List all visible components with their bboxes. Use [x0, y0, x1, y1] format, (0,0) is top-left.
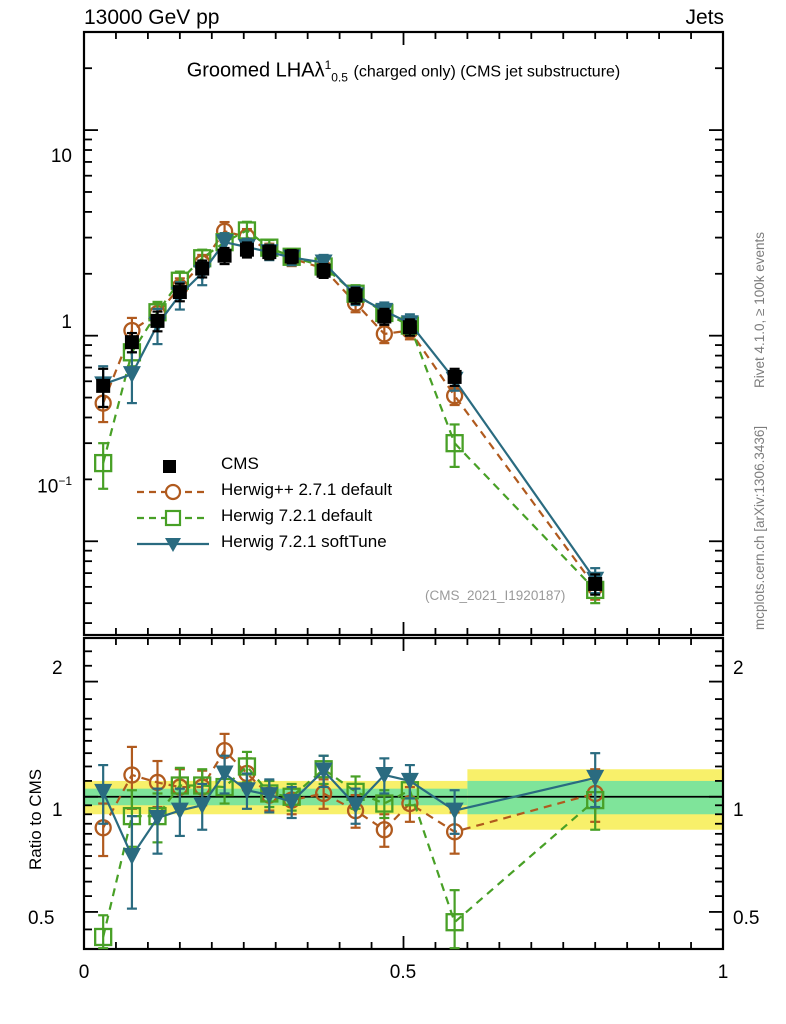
legend-key-herwig-softtune [135, 530, 213, 556]
analysis-category-label: Jets [685, 6, 724, 29]
page-title: Groomed LHAλ10.5 (charged only) (CMS jet… [84, 58, 723, 85]
xtick-label-0.5: 0.5 [389, 962, 417, 983]
ytick-label-1: 1 [61, 312, 72, 333]
data-marker [586, 769, 605, 787]
data-marker [215, 234, 234, 252]
data-marker [150, 313, 165, 328]
data-marker [262, 245, 277, 260]
legend-label-cms: CMS [221, 454, 259, 473]
data-marker [445, 434, 464, 453]
rtick-label-0.5-right: 0.5 [733, 908, 760, 929]
analysis-id-watermark: (CMS_2021_I1920187) [425, 588, 566, 603]
legend-key-herwig721 [135, 504, 213, 530]
data-marker [284, 249, 299, 264]
xtick-label-0: 0 [78, 962, 90, 983]
data-marker [348, 288, 363, 303]
data-marker [316, 263, 331, 278]
legend-label-herwig-softtune: Herwig 7.2.1 softTune [221, 532, 387, 551]
data-marker [400, 772, 419, 790]
data-marker [94, 453, 113, 473]
rtick-label-0.5-left: 0.5 [28, 908, 55, 929]
rtick-label-1-right: 1 [733, 800, 744, 821]
data-marker [124, 335, 139, 350]
legend-key-herwigpp [135, 478, 213, 504]
data-marker [588, 576, 603, 591]
data-marker [170, 802, 189, 820]
title-subscript: 0.5 [331, 70, 348, 85]
ytick-label-0.1: 10−1 [37, 474, 72, 498]
data-marker [94, 927, 113, 947]
data-marker [375, 766, 394, 784]
data-marker [375, 821, 393, 839]
data-marker [445, 913, 464, 932]
data-marker [122, 848, 141, 866]
title-qualifier: (charged only) (CMS jet substructure) [353, 63, 621, 81]
title-main: Groomed LHA [186, 59, 315, 82]
data-marker [148, 809, 167, 827]
data-marker [314, 762, 333, 780]
ytick-label-10: 10 [50, 146, 72, 167]
data-marker [402, 320, 417, 335]
title-symbol: λ [314, 59, 325, 82]
beam-energy-label: 13000 GeV pp [84, 6, 220, 29]
legend-label-herwig721: Herwig 7.2.1 default [221, 506, 373, 525]
data-marker [375, 794, 394, 813]
xtick-label-1: 1 [717, 962, 729, 983]
rtick-label-2-left: 2 [52, 658, 63, 679]
ratio-series-herwig-7.2.1-softtune [94, 752, 605, 910]
rtick-label-2-right: 2 [733, 658, 744, 679]
data-marker [94, 783, 113, 801]
data-marker [346, 797, 365, 815]
data-marker [237, 782, 256, 800]
data-marker [122, 366, 141, 384]
title-superscript: 1 [324, 58, 332, 72]
rtick-label-1-left: 1 [52, 800, 63, 821]
data-marker [217, 248, 232, 263]
data-marker [260, 787, 279, 805]
data-marker [377, 309, 392, 324]
data-marker [282, 793, 301, 811]
data-marker [447, 369, 462, 384]
data-marker [215, 765, 234, 783]
legend-key-cms [135, 452, 213, 478]
main-series-cms [96, 241, 603, 596]
data-marker [239, 242, 254, 257]
legend-label-herwigpp: Herwig++ 2.7.1 default [221, 480, 393, 499]
data-marker [445, 802, 464, 820]
data-marker [172, 285, 187, 300]
data-marker [193, 797, 212, 815]
data-marker [375, 325, 393, 343]
data-marker [195, 261, 210, 276]
data-marker [123, 766, 141, 784]
data-marker [96, 378, 111, 393]
